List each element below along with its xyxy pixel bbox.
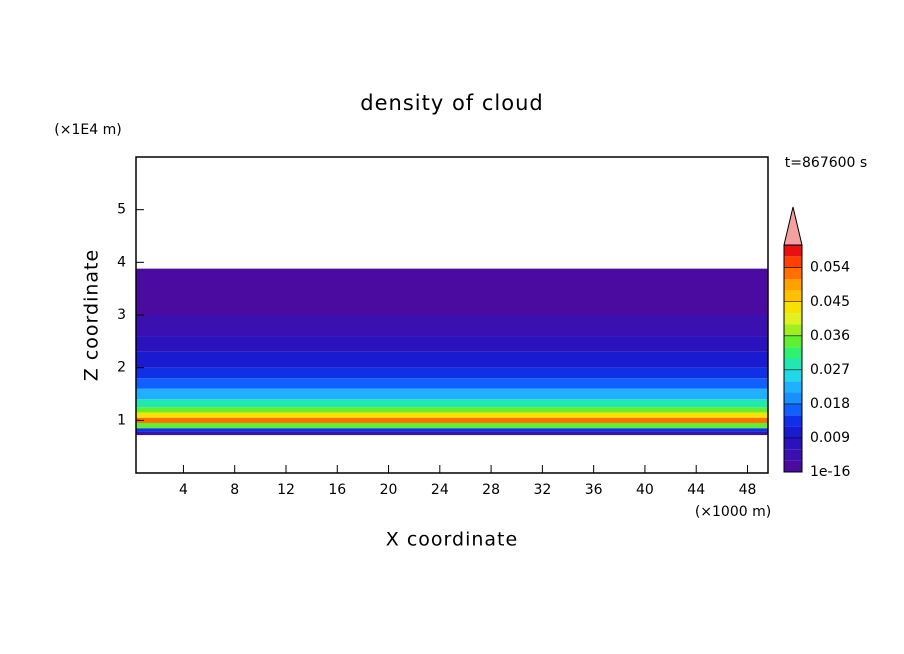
contour-band bbox=[136, 412, 768, 418]
colorbar-tick-label: 0.018 bbox=[810, 396, 850, 412]
x-tick-label: 4 bbox=[179, 482, 188, 498]
colorbar-band bbox=[784, 290, 802, 302]
x-axis-title: X coordinate bbox=[386, 529, 518, 551]
colorbar-band bbox=[784, 449, 802, 461]
x-tick-label: 32 bbox=[533, 482, 551, 498]
contour-band bbox=[136, 315, 768, 337]
y-tick-label: 2 bbox=[117, 360, 126, 376]
colorbar-band bbox=[784, 279, 802, 291]
contour-band bbox=[136, 378, 768, 389]
x-tick-label: 20 bbox=[380, 482, 398, 498]
y-tick-label: 1 bbox=[117, 412, 126, 428]
contour-band bbox=[136, 422, 768, 429]
colorbar-band bbox=[784, 437, 802, 450]
colorbar-band bbox=[784, 313, 802, 325]
x-tick-label: 8 bbox=[230, 482, 239, 498]
colorbar-band bbox=[784, 358, 802, 370]
contour-band bbox=[136, 399, 768, 408]
colorbar-band bbox=[784, 392, 802, 404]
x-tick-label: 12 bbox=[277, 482, 295, 498]
contour-band bbox=[136, 351, 768, 368]
colorbar-tick-label: 0.036 bbox=[810, 328, 850, 344]
colorbar-band bbox=[784, 324, 802, 336]
contour-band bbox=[136, 388, 768, 400]
colorbar-band bbox=[784, 415, 802, 427]
contour-band bbox=[136, 268, 768, 315]
x-tick-label: 36 bbox=[585, 482, 603, 498]
contour-band bbox=[136, 407, 768, 413]
y-tick-label: 5 bbox=[117, 202, 126, 218]
colorbar-tick-label: 0.009 bbox=[810, 430, 850, 446]
contour-band bbox=[136, 336, 768, 352]
colorbar-band bbox=[784, 267, 802, 280]
colorbar-tick-label: 0.054 bbox=[810, 260, 850, 276]
x-unit: (×1000 m) bbox=[695, 504, 771, 520]
colorbar-tick-label: 0.027 bbox=[810, 362, 850, 378]
contour-band bbox=[136, 428, 768, 432]
x-tick-label: 16 bbox=[328, 482, 346, 498]
y-axis-title: Z coordinate bbox=[81, 249, 103, 381]
y-tick-label: 3 bbox=[117, 307, 126, 323]
x-tick-label: 28 bbox=[482, 482, 500, 498]
chart-title: density of cloud bbox=[360, 91, 543, 115]
colorbar-band bbox=[784, 256, 802, 268]
y-tick-label: 4 bbox=[117, 254, 126, 270]
colorbar-band bbox=[784, 381, 802, 393]
colorbar-band bbox=[784, 301, 802, 314]
contour-band bbox=[136, 417, 768, 423]
colorbar-band bbox=[784, 426, 802, 438]
colorbar-extend bbox=[783, 206, 803, 246]
colorbar-tick-label: 0.045 bbox=[810, 294, 850, 310]
colorbar-band bbox=[784, 403, 802, 416]
contour-band bbox=[136, 367, 768, 379]
x-tick-label: 48 bbox=[739, 482, 757, 498]
annotation: t=867600 s bbox=[785, 155, 867, 171]
x-tick-label: 40 bbox=[636, 482, 654, 498]
colorbar-band bbox=[784, 369, 802, 382]
colorbar-band bbox=[784, 245, 802, 257]
x-tick-label: 24 bbox=[431, 482, 449, 498]
colorbar-tick-label: 1e-16 bbox=[810, 464, 850, 480]
colorbar-band bbox=[784, 347, 802, 359]
colorbar-band bbox=[784, 335, 802, 348]
contour-band bbox=[136, 431, 768, 436]
x-tick-label: 44 bbox=[687, 482, 705, 498]
y-unit: (×1E4 m) bbox=[54, 122, 121, 138]
colorbar-band bbox=[784, 460, 802, 472]
